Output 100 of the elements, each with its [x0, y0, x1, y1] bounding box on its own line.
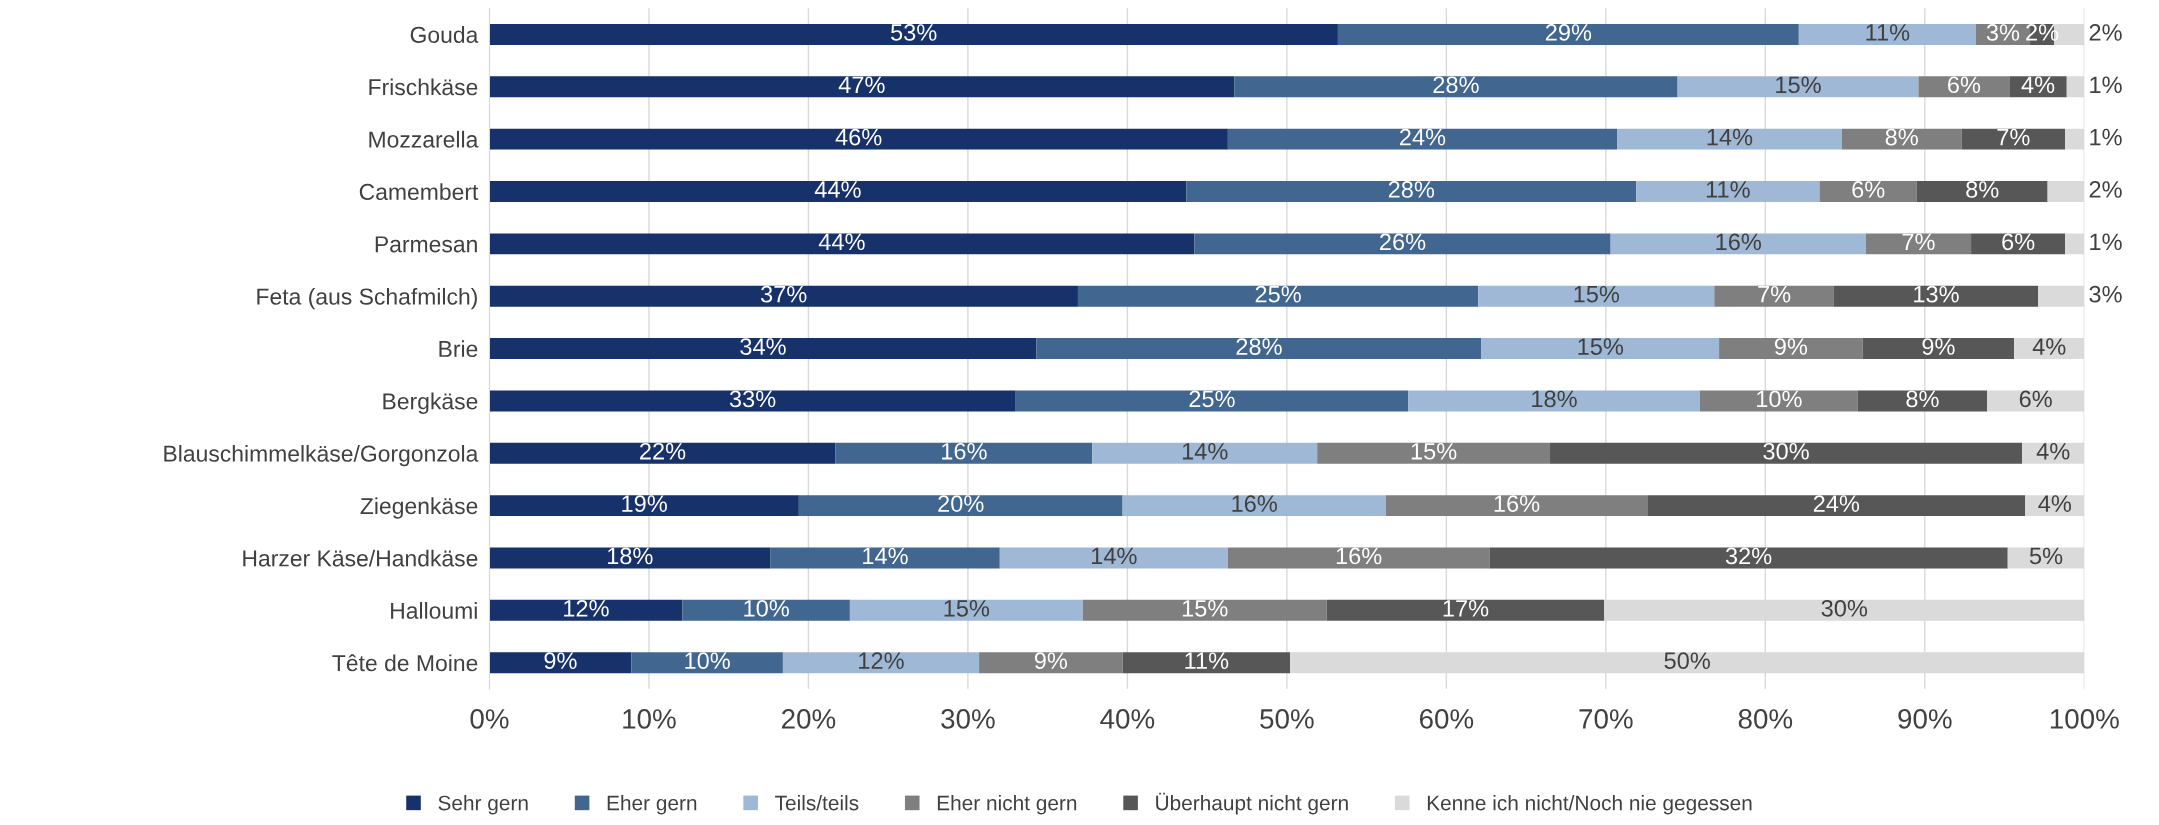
y-tick-label: Parmesan [375, 236, 477, 253]
data-label: 3% [2089, 285, 2122, 303]
data-label: 20% [938, 495, 984, 512]
legend-label: Teils/teils [775, 795, 859, 811]
data-label: 10% [685, 652, 730, 670]
data-label: 12% [564, 599, 609, 617]
data-label: 30% [1763, 442, 1809, 460]
data-label: 16% [1716, 233, 1761, 251]
bar [1647, 495, 2026, 517]
bar [999, 547, 1228, 569]
bar [782, 652, 980, 674]
data-label: 37% [760, 285, 807, 303]
bar [682, 599, 850, 621]
data-label: 16% [1232, 495, 1277, 512]
data-label: 28% [1236, 338, 1282, 355]
bar [1082, 599, 1327, 621]
data-label: 14% [1707, 128, 1753, 146]
bar [1015, 390, 1409, 412]
data-label: 8% [1966, 181, 1999, 198]
bar [489, 23, 1338, 45]
data-label: 11% [1185, 652, 1229, 669]
bar [1714, 285, 1834, 307]
bar [1699, 390, 1858, 412]
data-label: 15% [1574, 285, 1620, 303]
bar [489, 442, 836, 464]
bar [1234, 76, 1678, 98]
bar [1337, 23, 1799, 45]
data-label: 15% [1578, 338, 1624, 355]
data-label: 22% [640, 442, 686, 460]
data-label: 25% [1255, 285, 1301, 303]
y-tick-label: Harzer Käse/Handkäse [243, 549, 478, 567]
bar [1617, 128, 1842, 150]
data-label: 1% [2090, 76, 2122, 94]
legend-label: Überhaupt nicht gern [1156, 792, 1348, 815]
legend-label: Eher gern [607, 795, 697, 815]
bar [1841, 128, 1962, 150]
bar [1677, 76, 1919, 98]
data-label: 26% [1380, 233, 1426, 251]
x-tick-label: 10% [623, 709, 676, 729]
data-label: 9% [1774, 338, 1808, 355]
bar [1194, 233, 1611, 255]
bar [1408, 390, 1700, 412]
data-label: 13% [1914, 285, 1959, 303]
data-label: 11% [1706, 181, 1750, 198]
bar [1916, 181, 2048, 202]
y-tick-label: Frischkäse [369, 78, 478, 96]
data-label: 28% [1388, 181, 1435, 198]
bar [1961, 128, 2066, 150]
bar [1227, 128, 1618, 150]
data-label: 6% [1852, 181, 1885, 198]
data-label: 6% [2002, 233, 2035, 251]
bar [770, 547, 1000, 569]
bar [798, 495, 1123, 517]
bar [1092, 442, 1318, 464]
data-label: 50% [1664, 652, 1710, 670]
data-label: 24% [1813, 495, 1860, 512]
bar [1122, 652, 1291, 674]
bar [1857, 390, 1988, 412]
bar [1077, 285, 1479, 307]
data-label: 15% [1411, 443, 1457, 460]
data-label: 16% [1494, 495, 1540, 512]
legend-label: Sehr gern [438, 795, 528, 815]
data-label: 14% [1092, 547, 1137, 565]
bar [2065, 233, 2085, 255]
data-label: 1% [2090, 233, 2122, 251]
bar [849, 599, 1083, 621]
x-tick-label: 70% [1579, 709, 1633, 729]
bar [1865, 233, 1972, 255]
data-label: 11% [1866, 24, 1910, 41]
bar [1550, 442, 2023, 464]
data-label: 7% [1902, 233, 1935, 251]
bar [1481, 338, 1720, 360]
legend-label: Eher nicht gern [937, 795, 1077, 815]
bar [1122, 495, 1386, 517]
bar [489, 599, 683, 621]
bar [1489, 547, 2008, 569]
y-tick-label: Bergkäse [383, 392, 478, 414]
data-label: 6% [1948, 76, 1981, 94]
data-label: 28% [1433, 76, 1479, 94]
x-tick-label: 90% [1898, 709, 1952, 729]
bar [1326, 599, 1605, 621]
bar [1833, 285, 2039, 307]
data-label: 32% [1725, 547, 1772, 565]
data-label: 44% [818, 233, 865, 251]
bar [489, 390, 1016, 412]
data-label: 12% [859, 652, 904, 669]
bar [2066, 76, 2085, 98]
data-label: 9% [1034, 652, 1068, 670]
data-label: 34% [740, 338, 786, 355]
data-label: 4% [2036, 443, 2070, 460]
data-label: 29% [1545, 24, 1592, 41]
bar [1610, 233, 1866, 255]
bar [835, 442, 1093, 464]
data-label: 25% [1189, 390, 1235, 408]
bar [1636, 181, 1820, 202]
data-label: 53% [890, 24, 937, 41]
bar [489, 181, 1187, 202]
data-label: 15% [944, 600, 990, 617]
y-tick-label: Gouda [410, 26, 479, 43]
y-tick-label: Tête de Moine [332, 654, 478, 672]
